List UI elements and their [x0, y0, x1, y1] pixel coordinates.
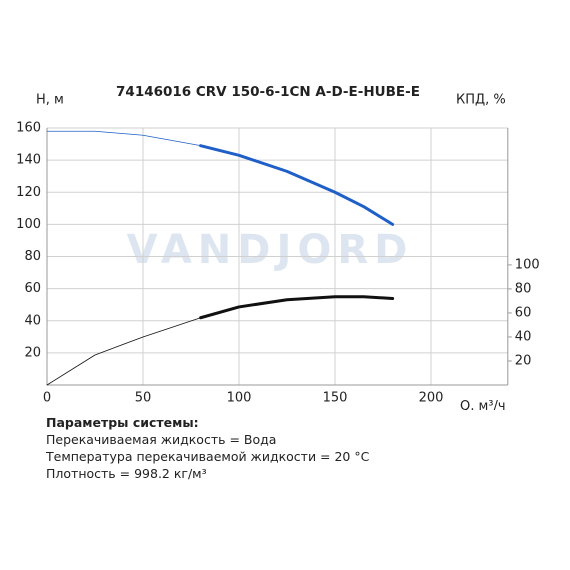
- curve: [199, 295, 395, 320]
- chart: 74146016 CRV 150-6-1CN A-D-E-HUBE-E VAND…: [16, 84, 540, 410]
- y2-tick-label: 80: [515, 281, 532, 296]
- y2-axis-label: КПД, %: [456, 93, 506, 108]
- parameter-line: Температура перекачиваемой жидкости = 20…: [46, 449, 370, 464]
- curve: [46, 317, 201, 386]
- y-tick-label: 60: [24, 281, 41, 296]
- parameter-line: Перекачиваемая жидкость = Вода: [46, 432, 277, 447]
- y-tick-label: 140: [16, 153, 41, 168]
- parameters-heading: Параметры системы:: [46, 415, 199, 430]
- y-tick-label: 20: [24, 345, 41, 360]
- x-tick-label: 50: [135, 391, 152, 406]
- x-tick-label: 100: [227, 391, 252, 406]
- y-tick-label: 100: [16, 217, 41, 232]
- curve: [46, 130, 201, 147]
- y2-tick-label: 20: [515, 353, 532, 368]
- y-tick-label: 80: [24, 249, 41, 264]
- parameter-line: Плотность = 998.2 кг/м³: [46, 466, 207, 481]
- watermark: VANDJORD: [127, 227, 414, 273]
- y2-tick-label: 60: [515, 305, 532, 320]
- x-tick-label: 200: [419, 391, 444, 406]
- y2-tick-label: 100: [515, 257, 540, 272]
- y2-tick-label: 40: [515, 329, 532, 344]
- y-axis-label: H, м: [36, 93, 64, 108]
- x-axis-label: Q, м³/ч: [460, 399, 506, 410]
- x-tick-label: 0: [43, 391, 51, 406]
- y-tick-label: 40: [24, 313, 41, 328]
- curve: [199, 144, 395, 226]
- parameters: Параметры системы: Перекачиваемая жидкос…: [46, 414, 369, 482]
- y-tick-label: 120: [16, 185, 41, 200]
- x-tick-label: 150: [323, 391, 348, 406]
- y-tick-label: 160: [16, 121, 41, 136]
- chart-title: 74146016 CRV 150-6-1CN A-D-E-HUBE-E: [116, 84, 420, 100]
